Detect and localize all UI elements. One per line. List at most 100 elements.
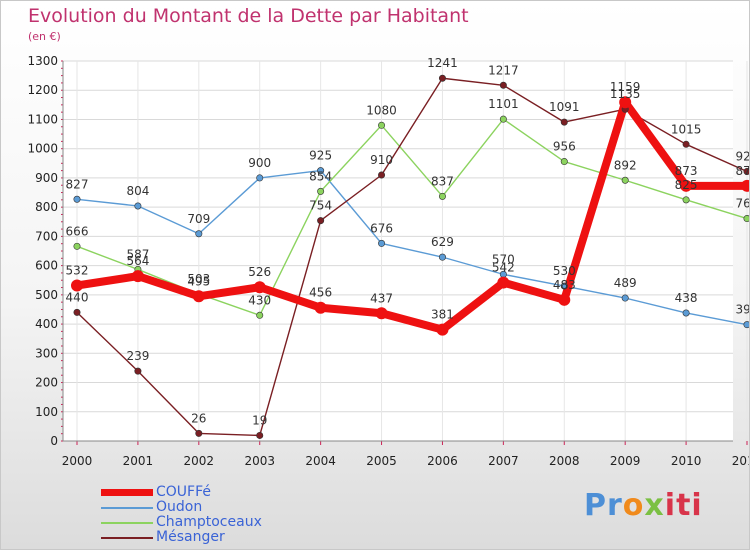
y-tick-label: 700: [35, 229, 58, 243]
data-label-couff: 873: [736, 164, 749, 178]
data-point-msanger: [134, 367, 142, 375]
legend-label-couffe: COUFFé: [156, 484, 211, 500]
data-point-msanger: [378, 171, 386, 179]
legend-label-oudon: Oudon: [156, 499, 203, 515]
data-label-oudon: 676: [370, 221, 393, 235]
data-point-champtoceaux: [621, 176, 629, 184]
y-tick-label: 800: [35, 200, 58, 214]
data-label-champtoceaux: 430: [248, 293, 271, 307]
data-point-champtoceaux: [682, 196, 690, 204]
y-tick-label: 1100: [27, 112, 58, 126]
x-tick-label: 2003: [244, 454, 275, 468]
legend-label-mesanger: Mésanger: [156, 529, 225, 545]
data-label-champtoceaux: 1080: [366, 103, 397, 117]
y-tick-label: 0: [50, 434, 58, 448]
data-label-oudon: 709: [187, 212, 210, 226]
legend-label-champtoceaux: Champtoceaux: [156, 514, 262, 530]
legend-swatch-couffe: [101, 489, 153, 496]
data-point-oudon: [317, 167, 325, 175]
data-point-msanger: [73, 308, 81, 316]
data-label-champtoceaux: 956: [553, 140, 576, 154]
logo-part-2: o: [622, 488, 645, 523]
x-tick-label: 2000: [62, 454, 93, 468]
y-tick-label: 1000: [27, 142, 58, 156]
logo-part-3: x: [644, 488, 665, 523]
data-label-couff: 381: [431, 308, 454, 322]
data-point-champtoceaux: [560, 158, 568, 166]
x-tick-label: 2002: [184, 454, 215, 468]
data-point-couff: [131, 270, 144, 283]
data-label-msanger: 1091: [549, 100, 580, 114]
x-tick-label: 2006: [427, 454, 458, 468]
proxiti-logo: Proxiti: [584, 488, 703, 523]
x-tick-label: 2005: [366, 454, 397, 468]
data-point-msanger: [682, 140, 690, 148]
data-point-couff: [497, 276, 510, 289]
data-point-couff: [375, 307, 388, 320]
data-point-msanger: [499, 81, 507, 89]
data-label-champtoceaux: 666: [66, 224, 89, 238]
data-point-oudon: [195, 230, 203, 238]
data-point-oudon: [682, 309, 690, 317]
data-label-champtoceaux: 854: [309, 169, 332, 183]
data-point-couff: [741, 179, 749, 192]
data-label-couff: 483: [553, 278, 576, 292]
data-label-couff: 532: [66, 263, 89, 277]
y-tick-label: 100: [35, 405, 58, 419]
data-label-oudon: 900: [248, 156, 271, 170]
data-label-oudon: 489: [614, 276, 637, 290]
data-label-msanger: 754: [309, 199, 332, 213]
data-label-couff: 542: [492, 261, 515, 275]
data-label-champtoceaux: 503: [187, 272, 210, 286]
data-label-oudon: 570: [492, 252, 515, 266]
logo-part-1: Pr: [584, 488, 623, 523]
data-label-msanger: 1241: [427, 56, 458, 70]
data-point-champtoceaux: [499, 115, 507, 123]
data-point-msanger: [256, 431, 264, 439]
data-label-msanger: 26: [191, 411, 206, 425]
data-label-msanger: 1135: [610, 87, 641, 101]
data-point-msanger: [317, 217, 325, 225]
data-label-msanger: 922: [736, 149, 749, 163]
data-label-msanger: 910: [370, 153, 393, 167]
data-label-champtoceaux: 837: [431, 174, 454, 188]
x-tick-label: 2008: [549, 454, 580, 468]
series-line-oudon: [76, 169, 748, 326]
data-label-oudon: 629: [431, 235, 454, 249]
data-point-couff: [314, 301, 327, 314]
data-point-oudon: [73, 195, 81, 203]
data-label-oudon: 827: [66, 177, 89, 191]
data-label-champtoceaux: 1101: [488, 97, 519, 111]
data-point-oudon: [438, 253, 446, 261]
data-label-champtoceaux: 761: [736, 197, 749, 211]
data-point-couff: [253, 281, 266, 294]
y-tick-label: 400: [35, 317, 58, 331]
data-point-couff: [192, 290, 205, 303]
data-label-oudon: 398: [736, 303, 749, 317]
data-label-oudon: 530: [553, 264, 576, 278]
data-point-msanger: [195, 429, 203, 437]
y-tick-label: 1200: [27, 83, 58, 97]
data-point-oudon: [621, 294, 629, 302]
data-label-couff: 437: [370, 291, 393, 305]
data-label-couff: 526: [248, 265, 271, 279]
data-point-champtoceaux: [378, 121, 386, 129]
x-tick-label: 2011: [732, 454, 749, 468]
legend-swatch-oudon: [101, 507, 153, 509]
data-label-champtoceaux: 587: [126, 247, 149, 261]
data-point-oudon: [560, 282, 568, 290]
data-point-champtoceaux: [438, 192, 446, 200]
data-label-msanger: 1217: [488, 63, 519, 77]
data-point-couff: [680, 179, 693, 192]
data-label-msanger: 440: [66, 290, 89, 304]
data-label-msanger: 1015: [671, 122, 702, 136]
x-tick-label: 2001: [123, 454, 154, 468]
x-tick-label: 2009: [610, 454, 641, 468]
data-point-champtoceaux: [256, 311, 264, 319]
chart-subtitle: (en €): [28, 30, 61, 43]
data-label-couff: 1159: [610, 80, 641, 94]
data-label-champtoceaux: 825: [675, 178, 698, 192]
data-label-couff: 495: [187, 274, 210, 288]
